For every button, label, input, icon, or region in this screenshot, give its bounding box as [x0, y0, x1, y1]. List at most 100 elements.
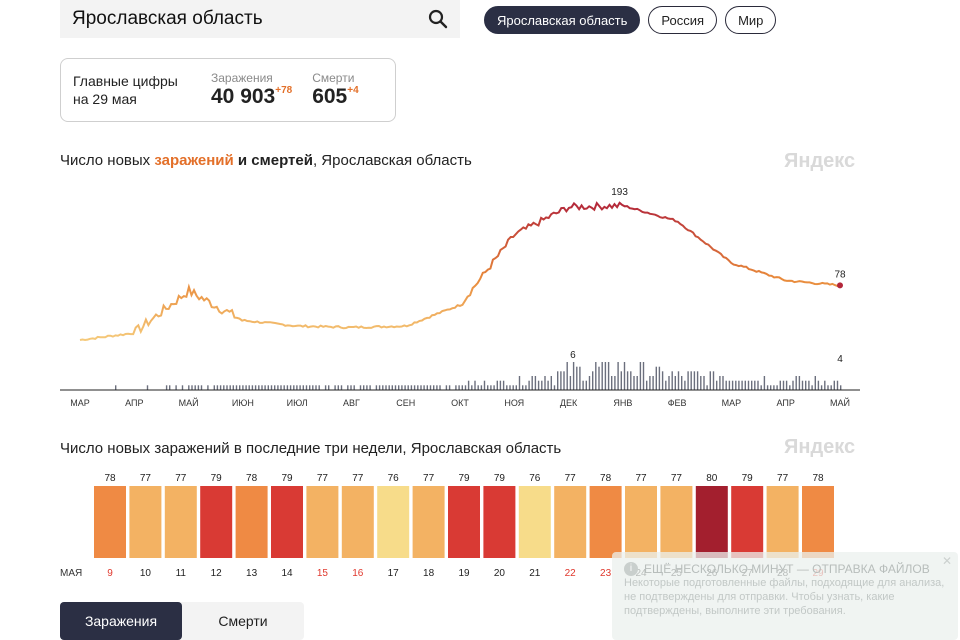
death-bar	[738, 380, 740, 390]
death-bar	[188, 385, 190, 390]
day-label: 20	[494, 568, 506, 579]
month-label-may: МАЯ	[60, 568, 82, 579]
day-bar[interactable]	[625, 486, 657, 558]
day-value-label: 77	[317, 473, 329, 484]
death-bar	[611, 376, 613, 390]
death-bar	[719, 376, 721, 390]
day-bar[interactable]	[235, 486, 268, 558]
tab-deaths[interactable]: Смерти	[218, 613, 268, 629]
death-bar	[270, 385, 273, 390]
death-bar	[235, 385, 238, 390]
day-bar[interactable]	[448, 486, 480, 558]
day-bar[interactable]	[518, 486, 551, 558]
death-bar	[636, 376, 638, 390]
death-bar	[820, 385, 823, 390]
death-bar	[671, 371, 673, 390]
death-bar	[801, 380, 804, 390]
tab-infections[interactable]: Заражения	[60, 602, 182, 640]
month-label: АПР	[125, 398, 143, 408]
day-bar[interactable]	[554, 486, 587, 558]
day-bar[interactable]	[129, 486, 162, 558]
search-value[interactable]: Ярославская область	[72, 8, 263, 29]
death-bar	[757, 380, 759, 390]
day-label: 9	[107, 568, 113, 579]
day-bar[interactable]	[271, 486, 303, 558]
death-bar	[566, 362, 568, 390]
day-bar[interactable]	[412, 486, 445, 558]
day-bar[interactable]	[483, 486, 516, 558]
region-pill-world[interactable]: Мир	[725, 6, 777, 34]
day-bar[interactable]	[377, 486, 410, 558]
region-pill-russia[interactable]: Россия	[648, 6, 718, 34]
death-bar	[557, 371, 559, 390]
death-bar	[776, 385, 778, 390]
day-value-label: 77	[635, 473, 647, 484]
day-bar[interactable]	[802, 486, 834, 558]
search-field[interactable]: Ярославская область	[60, 0, 460, 38]
death-bar	[315, 385, 317, 390]
region-pill-yaroslavl[interactable]: Ярославская область	[484, 6, 641, 34]
day-label: 13	[246, 568, 258, 579]
day-bar[interactable]	[164, 486, 197, 558]
death-bar	[754, 380, 756, 390]
day-bar[interactable]	[766, 486, 799, 558]
death-bar	[833, 380, 835, 390]
toast-body: Некоторые подготовленные файлы, подходящ…	[624, 577, 945, 617]
death-bar	[770, 385, 772, 390]
death-bar	[280, 385, 282, 390]
notification-toast[interactable]: ✕ i ЕЩЁ НЕСКОЛЬКО МИНУТ — ОТПРАВКА ФАЙЛОВ…	[612, 552, 958, 640]
death-bar	[274, 385, 276, 390]
info-icon: i	[624, 562, 638, 576]
close-icon[interactable]: ✕	[941, 554, 952, 568]
month-label: МАР	[722, 398, 742, 408]
day-value-label: 76	[388, 473, 400, 484]
death-bar	[115, 385, 117, 390]
search-icon[interactable]	[428, 9, 448, 29]
death-bar	[474, 380, 476, 390]
death-bar	[433, 385, 435, 390]
death-bar	[830, 385, 832, 390]
day-value-label: 78	[246, 473, 258, 484]
infections-deaths-chart[interactable]: 193 78 6 4 МАР АПР МАЙ ИЮН ИЮЛ АВГ СЕН ОКТ НОЯ ДЕ…	[60, 180, 860, 410]
death-bar	[496, 380, 498, 390]
day-label: 17	[388, 568, 400, 579]
day-bar[interactable]	[695, 486, 728, 558]
death-bar	[690, 371, 692, 390]
death-bar	[483, 380, 486, 390]
death-bar	[398, 385, 400, 390]
chart1-title-pre: Число новых	[60, 152, 155, 169]
month-label: НОЯ	[504, 398, 524, 408]
summary-title-line2: на 29 мая	[73, 91, 137, 107]
day-bar[interactable]	[94, 486, 126, 558]
death-bar	[426, 385, 428, 390]
death-bar	[681, 376, 683, 390]
death-bar	[585, 380, 587, 390]
death-bar	[537, 380, 540, 390]
death-bar	[525, 385, 527, 390]
day-bar[interactable]	[341, 486, 374, 558]
death-bar	[785, 380, 788, 390]
death-bar	[515, 385, 517, 390]
chart1-title-mid: и смертей	[233, 152, 313, 169]
death-bar	[487, 385, 489, 390]
death-bar	[353, 385, 355, 390]
death-bar	[674, 376, 676, 390]
death-bar	[633, 376, 635, 390]
death-bar	[700, 376, 702, 390]
last-value-label: 78	[834, 269, 846, 280]
month-label: ФЕВ	[668, 398, 687, 408]
death-bar	[382, 385, 384, 390]
month-label: МАР	[70, 398, 90, 408]
death-bar	[522, 385, 524, 390]
deaths-label: Смерти	[312, 71, 355, 85]
death-bar	[824, 380, 826, 390]
death-bar	[684, 380, 686, 390]
day-bar[interactable]	[306, 486, 339, 558]
day-bar[interactable]	[589, 486, 622, 558]
three-week-bar-chart[interactable]: МАЯ 78 9 77 10 77 11 79 12 78 13 79 14 77 15 77 16 76 17 77…	[60, 466, 860, 586]
death-bar	[836, 380, 839, 390]
day-bar[interactable]	[731, 486, 764, 558]
death-bar	[417, 385, 419, 390]
day-bar[interactable]	[660, 486, 693, 558]
day-bar[interactable]	[200, 486, 233, 558]
